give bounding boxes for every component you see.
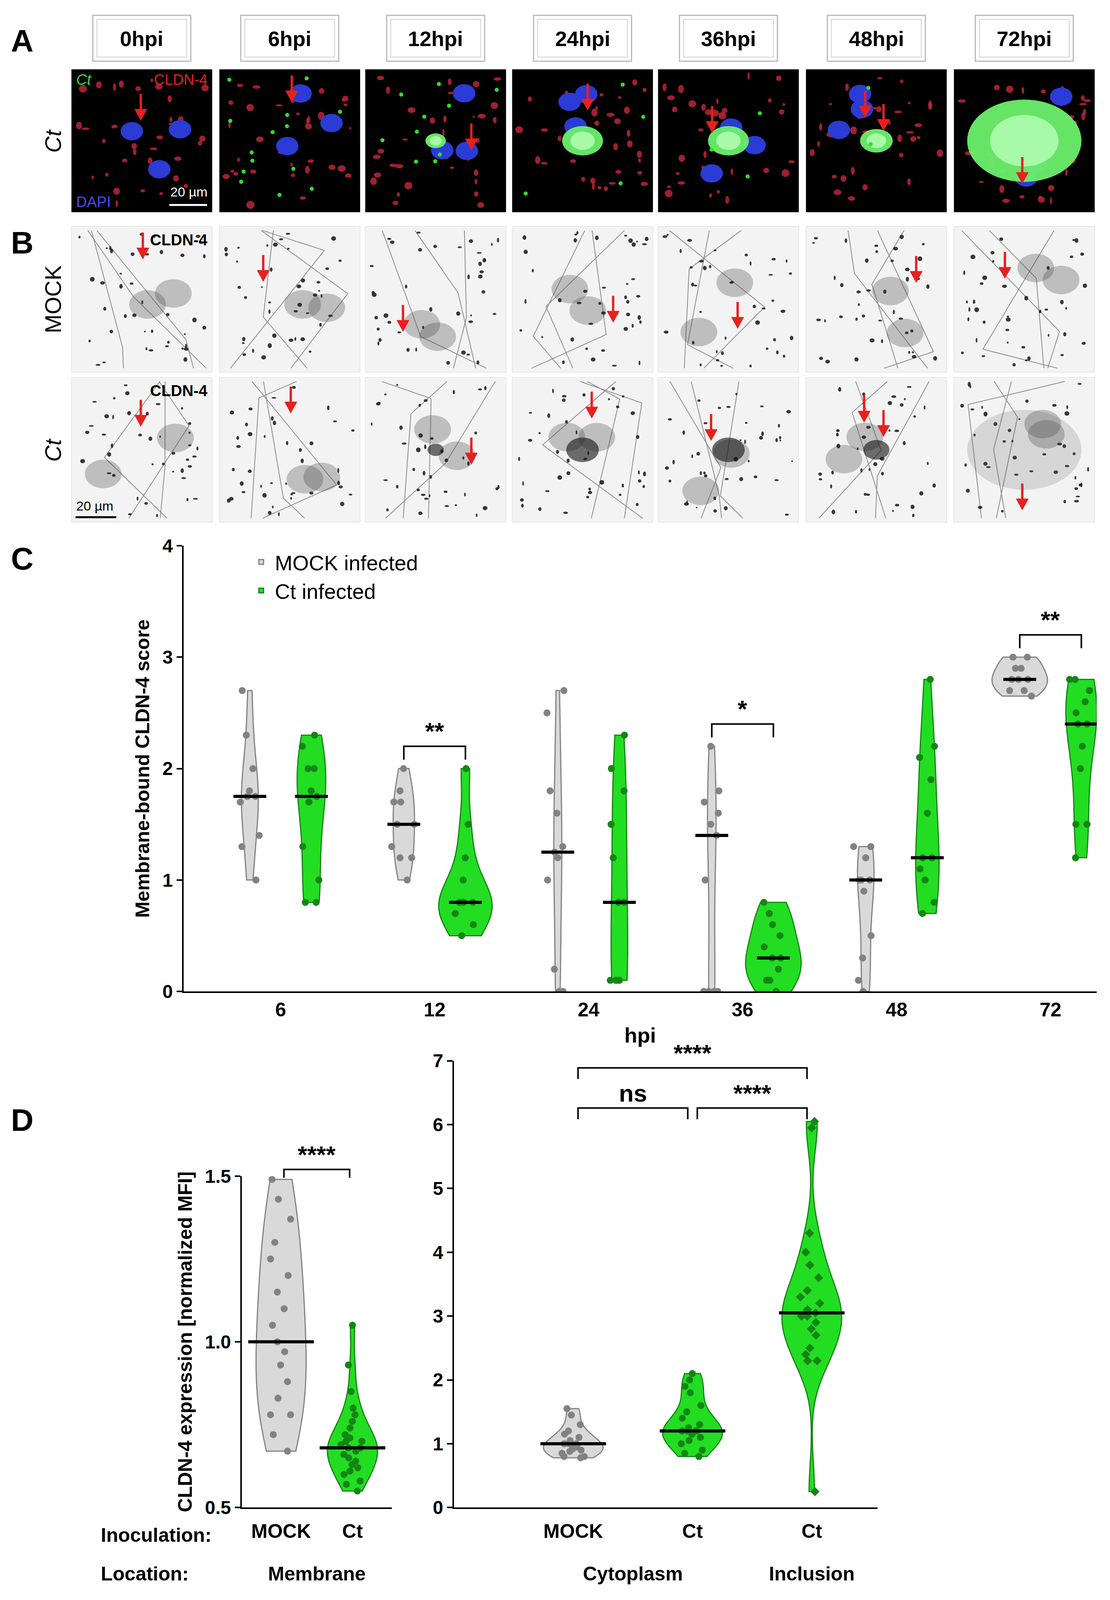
svg-text:Cytoplasm: Cytoplasm [582,1563,683,1586]
svg-text:A: A [10,23,34,59]
svg-text:0: 0 [162,981,174,1003]
svg-text:72: 72 [1039,999,1062,1021]
svg-text:24: 24 [577,999,600,1021]
svg-text:Ct: Ct [342,1520,363,1543]
svg-text:B: B [10,225,34,261]
svg-text:CLDN-4: CLDN-4 [153,71,208,88]
svg-text:Inclusion: Inclusion [768,1563,855,1586]
svg-text:2: 2 [162,758,174,780]
svg-text:**: ** [425,717,445,745]
svg-text:6: 6 [275,999,286,1021]
svg-text:Inoculation:: Inoculation: [100,1524,212,1547]
svg-text:Ct: Ct [76,71,92,88]
svg-text:20 µm: 20 µm [76,498,114,514]
svg-text:1.5: 1.5 [205,1166,232,1187]
svg-text:C: C [10,541,34,577]
svg-text:MOCK: MOCK [251,1520,312,1543]
svg-text:1: 1 [432,1433,444,1455]
svg-text:1.0: 1.0 [205,1331,232,1353]
svg-text:3: 3 [162,647,174,668]
svg-text:0hpi: 0hpi [119,26,164,51]
svg-text:ns: ns [618,1079,648,1107]
svg-text:MOCK: MOCK [40,265,66,334]
svg-text:72hpi: 72hpi [996,26,1052,51]
svg-text:2: 2 [432,1369,444,1391]
svg-text:DAPI: DAPI [76,193,111,211]
svg-text:20 µm: 20 µm [170,184,208,200]
svg-text:Ct infected: Ct infected [275,579,376,604]
svg-text:7: 7 [432,1050,444,1072]
svg-text:****: **** [673,1039,712,1067]
svg-text:hpi: hpi [624,1023,656,1048]
svg-text:12: 12 [423,999,446,1021]
svg-text:Membrane-bound CLDN-4 score: Membrane-bound CLDN-4 score [131,619,154,919]
svg-text:5: 5 [432,1178,444,1200]
svg-text:CLDN-4: CLDN-4 [150,231,208,249]
svg-text:36hpi: 36hpi [700,26,757,51]
svg-text:36: 36 [731,999,754,1021]
svg-text:Location:: Location: [100,1563,189,1586]
svg-text:Ct: Ct [40,437,66,462]
svg-text:Ct: Ct [682,1520,703,1543]
svg-text:MOCK: MOCK [543,1520,604,1543]
svg-text:Ct: Ct [40,128,66,153]
svg-text:4: 4 [432,1242,444,1264]
svg-text:6hpi: 6hpi [268,26,312,51]
svg-text:****: **** [733,1079,772,1107]
svg-text:CLDN-4 expression [normalized: CLDN-4 expression [normalized MFI] [174,1171,197,1513]
svg-text:3: 3 [432,1306,444,1327]
svg-text:*: * [737,695,748,723]
svg-text:24hpi: 24hpi [555,26,611,51]
svg-text:**: ** [1040,606,1060,634]
svg-text:4: 4 [162,535,174,557]
svg-text:Membrane: Membrane [268,1563,366,1586]
svg-text:48: 48 [885,999,908,1021]
svg-text:MOCK infected: MOCK infected [275,551,419,575]
svg-text:1: 1 [162,870,174,891]
svg-text:Ct: Ct [801,1520,823,1543]
svg-text:6: 6 [432,1114,444,1136]
svg-text:****: **** [297,1141,336,1169]
svg-text:0: 0 [432,1497,444,1519]
svg-text:CLDN-4: CLDN-4 [150,382,208,400]
svg-text:D: D [10,1102,34,1138]
svg-text:12hpi: 12hpi [407,26,463,51]
svg-text:0.5: 0.5 [205,1497,232,1519]
svg-text:48hpi: 48hpi [849,26,905,51]
